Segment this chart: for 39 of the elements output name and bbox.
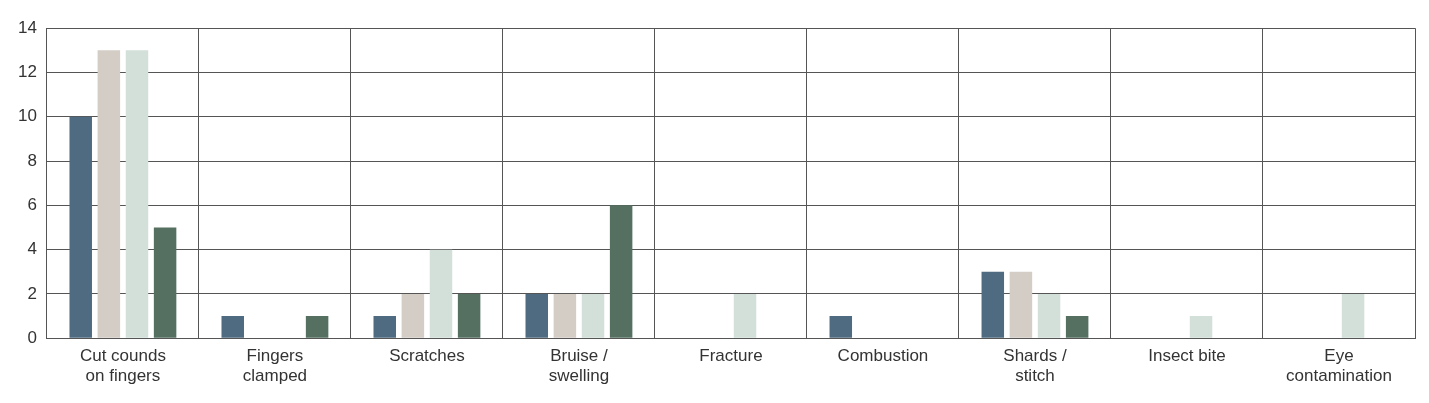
bar — [125, 50, 149, 338]
bar — [97, 50, 121, 338]
x-tick-label: Fracture — [699, 346, 763, 366]
x-tick-label: Eye contamination — [1286, 346, 1392, 386]
bar — [401, 293, 425, 338]
bar — [1037, 293, 1061, 338]
bar — [1009, 271, 1033, 338]
y-tick-label: 4 — [27, 239, 37, 259]
x-tick-label: Fingers clamped — [242, 346, 308, 386]
bar — [981, 271, 1005, 338]
bar — [153, 227, 177, 338]
bar — [609, 205, 633, 338]
x-tick-label: Insect bite — [1148, 346, 1226, 366]
x-tick-label: Scratches — [389, 346, 465, 366]
y-tick-label: 8 — [27, 150, 37, 170]
bar — [69, 116, 92, 338]
y-tick-label: 2 — [27, 283, 37, 303]
bar — [553, 293, 577, 338]
bar — [305, 316, 329, 338]
y-tick-label: 14 — [17, 17, 37, 37]
bar — [221, 316, 244, 338]
bar — [733, 293, 757, 338]
bar — [581, 293, 605, 338]
bar — [373, 316, 396, 338]
bar — [1189, 316, 1213, 338]
x-tick-label: Cut counds on fingers — [79, 346, 166, 386]
y-tick-label: 10 — [17, 106, 37, 126]
bar — [829, 316, 853, 338]
y-tick-label: 0 — [27, 327, 37, 347]
y-tick-label: 6 — [27, 195, 37, 215]
x-tick-label: Combustion — [837, 346, 929, 366]
bar — [1341, 293, 1365, 338]
x-tick-label: Bruise / swelling — [548, 346, 610, 386]
y-tick-label: 12 — [17, 62, 37, 82]
bar — [457, 293, 481, 338]
bar — [525, 293, 549, 338]
bar — [1065, 316, 1089, 338]
x-tick-label: Shards / stitch — [1003, 346, 1067, 386]
bar — [429, 249, 453, 338]
